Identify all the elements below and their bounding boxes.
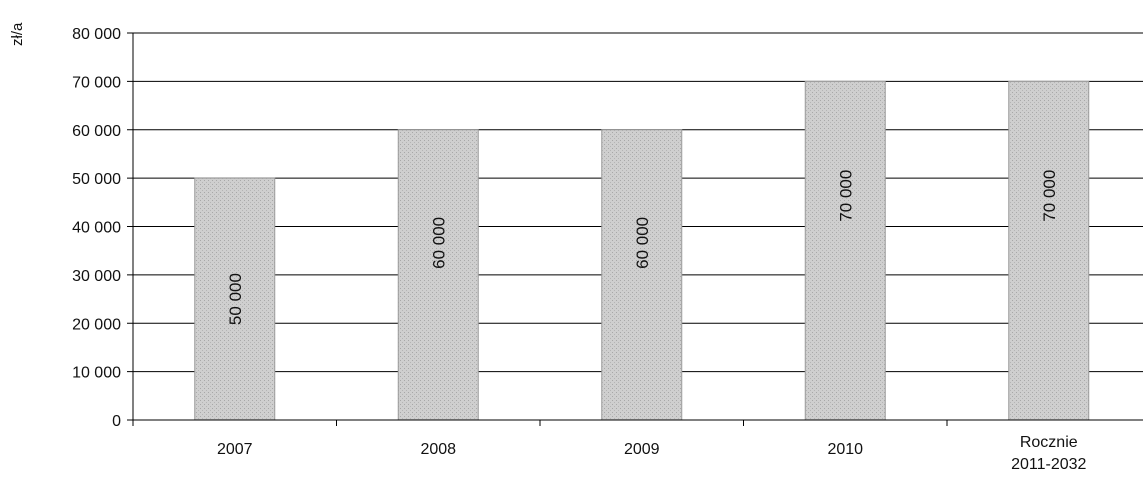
x-category-labels: 2007 2008 2009 2010 Rocznie 2011-2032 xyxy=(217,434,1087,473)
y-tick-label: 0 xyxy=(112,413,121,430)
y-tick-label: 70 000 xyxy=(72,74,121,91)
y-tick-label: 40 000 xyxy=(72,220,121,237)
y-tick-label: 30 000 xyxy=(72,268,121,285)
bar xyxy=(804,80,886,421)
y-axis-label: zł/a xyxy=(9,22,26,46)
axes xyxy=(132,33,1143,426)
bar xyxy=(601,129,683,421)
x-category-label: 2007 xyxy=(217,441,253,458)
x-category-label: 2009 xyxy=(624,441,660,458)
x-category-label: Rocznie 2011-2032 xyxy=(1011,434,1086,473)
bar xyxy=(1008,80,1090,421)
bars xyxy=(194,80,1090,421)
y-tick-labels: 0 10 000 20 000 30 000 40 000 50 000 60 000 70 … xyxy=(72,26,121,430)
bar xyxy=(194,177,276,421)
data-label: 50 000 xyxy=(226,273,245,325)
data-label: 60 000 xyxy=(633,217,652,269)
y-tick-label: 80 000 xyxy=(72,26,121,43)
x-category-label: 2010 xyxy=(827,441,863,458)
y-tick-label: 50 000 xyxy=(72,171,121,188)
data-label: 70 000 xyxy=(1040,170,1059,222)
data-labels: 50 000 60 000 60 000 70 000 70 000 xyxy=(226,170,1059,325)
bar xyxy=(397,129,479,421)
data-label: 60 000 xyxy=(429,217,448,269)
data-label: 70 000 xyxy=(836,170,855,222)
x-category-label: 2008 xyxy=(420,441,456,458)
y-tick-label: 60 000 xyxy=(72,123,121,140)
y-tick-label: 10 000 xyxy=(72,365,121,382)
y-tick-label: 20 000 xyxy=(72,316,121,333)
